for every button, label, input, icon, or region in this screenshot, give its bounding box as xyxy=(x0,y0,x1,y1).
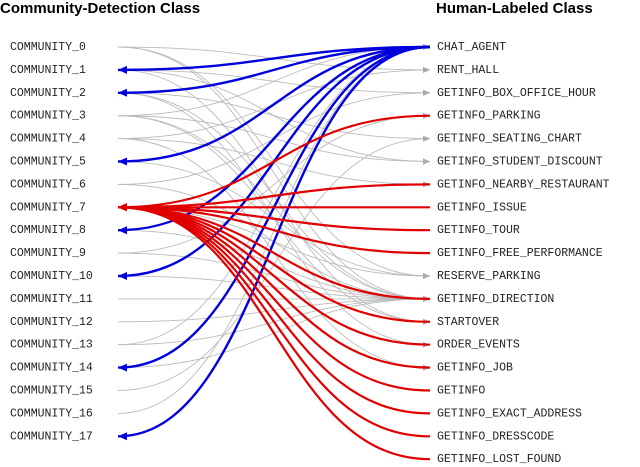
edge-strong xyxy=(117,203,431,255)
left-node: COMMUNITY_3 xyxy=(10,110,86,123)
left-node: COMMUNITY_13 xyxy=(10,339,93,352)
right-node: RESERVE_PARKING xyxy=(437,270,541,283)
right-node: RENT_HALL xyxy=(437,64,499,77)
nodes: COMMUNITY_0 COMMUNITY_1 COMMUNITY_2 COMMUNI… xyxy=(10,41,610,466)
left-node: COMMUNITY_16 xyxy=(10,407,93,420)
left-node: COMMUNITY_0 xyxy=(10,41,86,54)
right-node: CHAT_AGENT xyxy=(437,41,506,54)
right-node: GETINFO_JOB xyxy=(437,362,513,375)
right-node: GETINFO_PARKING xyxy=(437,110,541,123)
edge-strong xyxy=(117,45,431,235)
edge-strong xyxy=(117,203,431,461)
edge xyxy=(117,46,431,302)
edge-strong xyxy=(117,203,431,369)
edge xyxy=(117,92,431,142)
edges xyxy=(117,44,431,461)
edge-strong xyxy=(117,203,431,300)
left-title: Community-Detection Class xyxy=(0,0,200,17)
left-node: COMMUNITY_1 xyxy=(10,64,86,77)
right-node: GETINFO_BOX_OFFICE_HOUR xyxy=(437,87,596,100)
left-node: COMMUNITY_6 xyxy=(10,178,86,191)
edge-strong xyxy=(117,45,431,441)
left-node: COMMUNITY_5 xyxy=(10,156,86,169)
right-node: GETINFO_NEARBY_RESTAURANT xyxy=(437,178,610,191)
left-node: COMMUNITY_14 xyxy=(10,362,93,375)
left-node: COMMUNITY_11 xyxy=(10,293,93,306)
left-node: COMMUNITY_7 xyxy=(10,201,86,214)
right-node: GETINFO_STUDENT_DISCOUNT xyxy=(437,156,603,169)
left-node: COMMUNITY_12 xyxy=(10,316,93,329)
left-node: COMMUNITY_8 xyxy=(10,224,86,237)
edge-strong xyxy=(117,45,431,166)
right-node: STARTOVER xyxy=(437,316,499,329)
right-node: GETINFO_DIRECTION xyxy=(437,293,554,306)
left-node: COMMUNITY_2 xyxy=(10,87,86,100)
edge-strong xyxy=(117,203,431,346)
right-node: GETINFO_TOUR xyxy=(437,224,520,237)
right-node: GETINFO_EXACT_ADDRESS xyxy=(437,407,582,420)
right-node: GETINFO_LOST_FOUND xyxy=(437,453,561,466)
right-node: ORDER_EVENTS xyxy=(437,339,520,352)
right-node: GETINFO_ISSUE xyxy=(437,201,527,214)
left-node: COMMUNITY_10 xyxy=(10,270,93,283)
left-node: COMMUNITY_15 xyxy=(10,385,93,398)
right-node: GETINFO_SEATING_CHART xyxy=(437,133,582,146)
left-node: COMMUNITY_9 xyxy=(10,247,86,260)
right-title: Human-Labeled Class xyxy=(436,0,593,17)
edge-strong xyxy=(117,203,431,392)
right-node: GETINFO_FREE_PERFORMANCE xyxy=(437,247,603,260)
edge xyxy=(117,112,431,254)
right-node: GETINFO_DRESSCODE xyxy=(437,430,554,443)
right-node: GETINFO xyxy=(437,385,485,398)
left-node: COMMUNITY_17 xyxy=(10,430,93,443)
edge-strong xyxy=(117,183,431,212)
edge-strong xyxy=(117,45,431,97)
left-node: COMMUNITY_4 xyxy=(10,133,86,146)
edge-strong xyxy=(117,114,431,212)
